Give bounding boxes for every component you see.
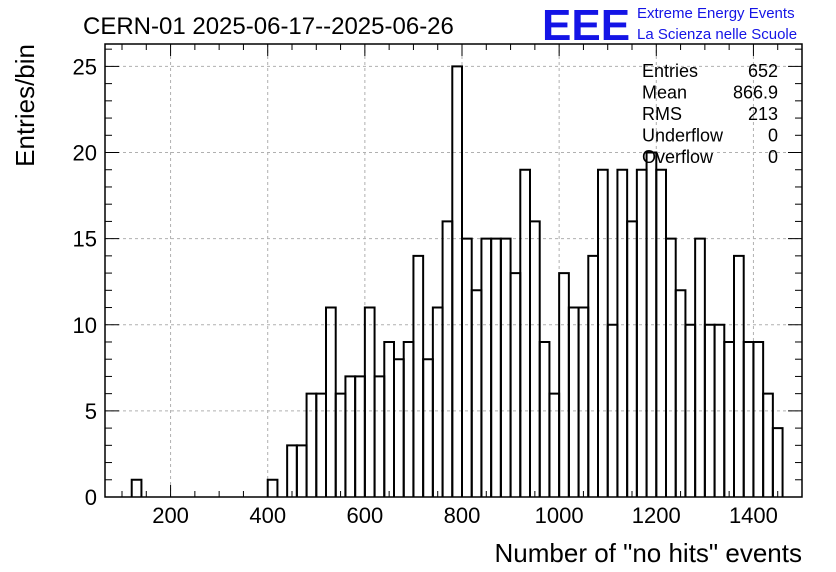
histogram-bin — [665, 237, 677, 497]
histogram-bin — [295, 444, 308, 497]
stats-label: RMS — [642, 104, 682, 124]
histogram-bin — [286, 444, 298, 497]
x-tick-label: 200 — [152, 503, 189, 528]
stats-value: 652 — [748, 61, 778, 81]
stats-label: Underflow — [642, 126, 724, 146]
chart-title: CERN-01 2025-06-17--2025-06-26 — [83, 13, 454, 40]
histogram-bin — [431, 306, 444, 497]
histogram-bin — [412, 254, 425, 497]
histogram-bin — [402, 340, 415, 497]
histogram-bin — [538, 340, 551, 497]
histogram-bin — [616, 168, 629, 497]
histogram-bin — [354, 375, 366, 497]
y-tick-label: 25 — [73, 54, 97, 79]
histogram-bin — [519, 168, 531, 497]
histogram-bin — [694, 237, 706, 497]
y-axis-label: Entries/bin — [10, 44, 40, 167]
logo-line-2: La Scienza nelle Scuole — [637, 26, 797, 43]
histogram-bin — [325, 306, 337, 497]
histogram-bin — [461, 237, 473, 497]
histogram-bin — [762, 392, 774, 497]
histogram-bin — [597, 168, 609, 497]
grid-lines — [105, 44, 802, 497]
histogram-bin — [393, 358, 405, 497]
histogram-bin — [373, 375, 386, 497]
eee-logo-mark: EEE — [542, 1, 630, 50]
tick-labels: 200 400 600 800 1000 1200 1400 0 5 10 15 20 25 — [73, 54, 778, 528]
histogram-bin — [383, 340, 395, 497]
histogram-bin — [577, 306, 590, 497]
histogram-bin — [344, 375, 357, 497]
histogram-bin — [529, 220, 541, 497]
axis-ticks — [105, 44, 803, 498]
histogram-bin — [441, 220, 454, 497]
histogram-bin — [558, 272, 570, 497]
histogram-bin — [674, 289, 687, 497]
y-tick-label: 0 — [85, 485, 97, 510]
plot-frame — [104, 43, 803, 498]
histogram-bin — [499, 237, 512, 497]
x-tick-label: 400 — [249, 503, 286, 528]
x-tick-label: 600 — [346, 503, 383, 528]
stats-value: 866.9 — [733, 83, 778, 103]
y-tick-label: 10 — [73, 313, 97, 338]
x-tick-label: 1000 — [535, 503, 584, 528]
histogram-bin — [305, 392, 318, 497]
stats-label: Overflow — [642, 147, 714, 167]
histogram-bin — [315, 392, 327, 497]
histogram-bin — [742, 340, 755, 497]
histogram-bin — [130, 478, 143, 497]
histogram-bin — [587, 254, 599, 497]
histogram-bin — [490, 237, 502, 497]
histogram-bin — [451, 65, 463, 497]
histogram-bin — [655, 168, 667, 497]
histogram-bin — [470, 289, 483, 497]
histogram-bin — [480, 237, 493, 497]
x-axis-label: Number of "no hits" events — [495, 538, 803, 568]
stats-value: 213 — [748, 104, 778, 124]
histogram-bin — [548, 392, 561, 497]
histogram-series — [130, 65, 784, 497]
y-tick-label: 5 — [85, 399, 97, 424]
histogram-bin — [334, 392, 347, 497]
histogram-bin — [509, 272, 522, 497]
stats-value: 0 — [768, 147, 778, 167]
stats-value: 0 — [768, 126, 778, 146]
logo-line-1: Extreme Energy Events — [637, 5, 795, 22]
histogram-bin — [626, 220, 638, 497]
histogram-bin — [752, 340, 765, 497]
x-tick-label: 1400 — [729, 503, 778, 528]
histogram-bin — [635, 168, 648, 497]
histogram-bin — [422, 358, 434, 497]
x-tick-label: 1200 — [632, 503, 681, 528]
histogram-bin — [771, 427, 784, 497]
histogram-bin — [567, 306, 580, 497]
eee-logo: EEE Extreme Energy Events La Scienza nel… — [542, 1, 797, 50]
y-tick-label: 15 — [73, 227, 97, 252]
histogram-bin — [723, 340, 735, 497]
stats-box: Entries 652 Mean 866.9 RMS 213 Underflow 0 Overf… — [642, 61, 778, 167]
histogram-bin — [363, 306, 376, 497]
x-tick-label: 800 — [444, 503, 481, 528]
histogram-bin — [733, 254, 745, 497]
histogram-bin — [266, 478, 279, 497]
y-tick-label: 20 — [73, 141, 97, 166]
stats-label: Mean — [642, 83, 687, 103]
stats-label: Entries — [642, 61, 698, 81]
